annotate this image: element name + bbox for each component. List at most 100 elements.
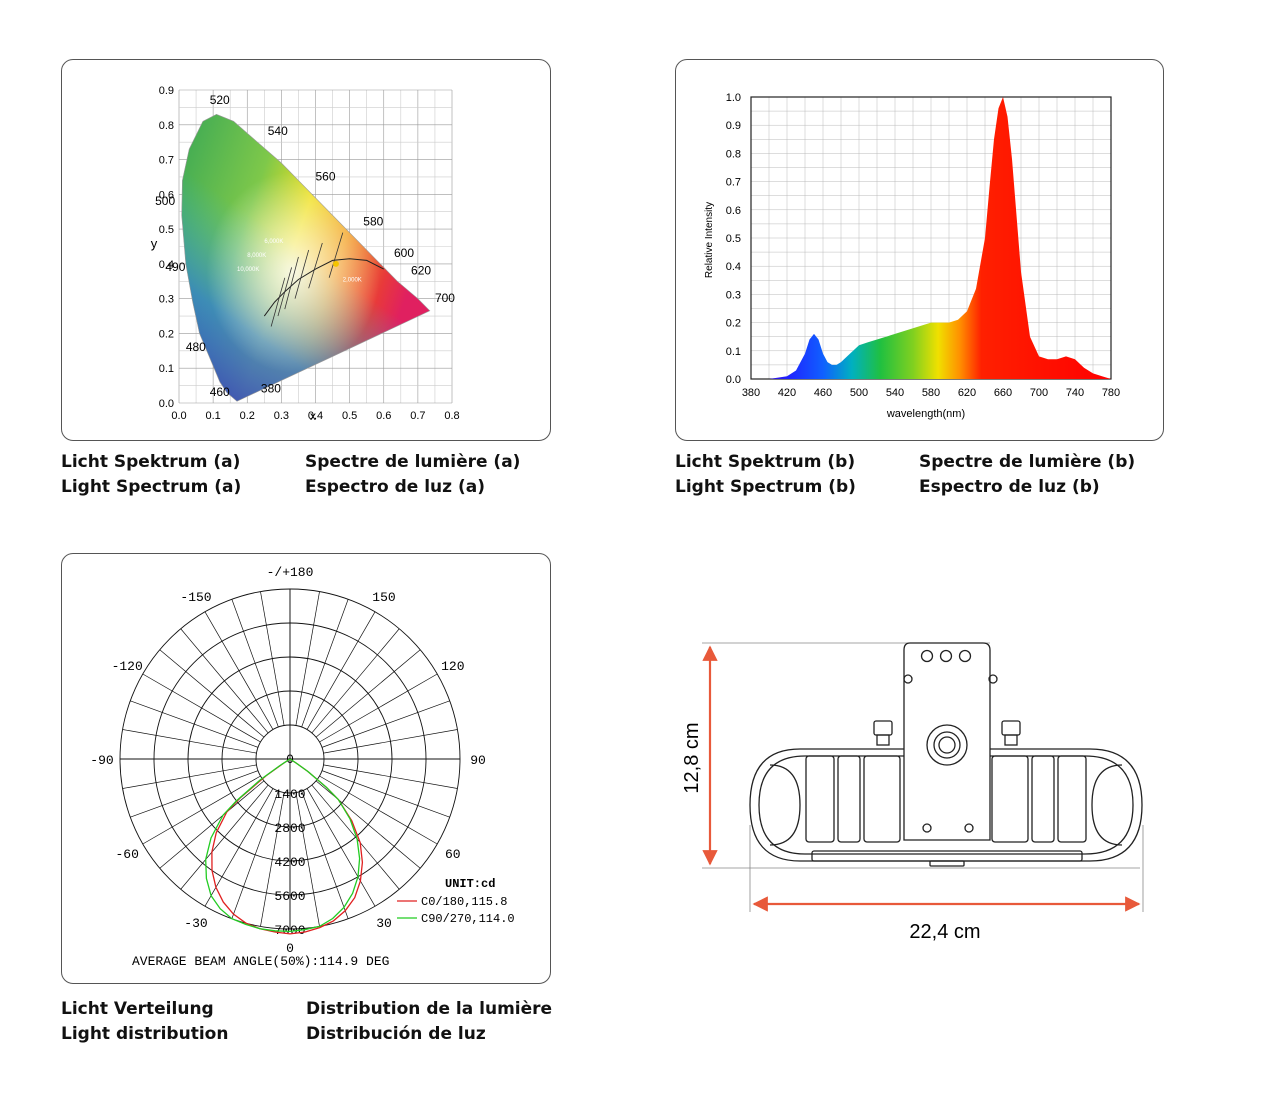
- polar-grid-spoke: [180, 628, 269, 734]
- wavelength-label: 560: [316, 169, 336, 183]
- cie-x-tick-label: 0.1: [205, 410, 220, 422]
- caption-c-es: Distribución de luz: [306, 1024, 486, 1044]
- iso-cct-line: [277, 267, 292, 317]
- spectrum-x-label: wavelength(nm): [886, 408, 965, 420]
- cie-x-tick-label: 0.0: [171, 410, 186, 422]
- spectrum-y-label: Relative Intensity: [704, 202, 715, 278]
- polar-footer: AVERAGE BEAM ANGLE(50%):114.9 DEG: [132, 954, 389, 969]
- wavelength-label: 700: [435, 291, 455, 305]
- iso-cct-line: [284, 256, 299, 310]
- spectrum-y-tick-label: 0.2: [726, 318, 741, 330]
- caption-c-fr: Distribution de la lumière: [306, 999, 553, 1019]
- polar-angle-label: -/+180: [267, 565, 314, 580]
- caption-c-left: Licht Verteilung Light distribution: [61, 997, 228, 1047]
- polar-grid-spoke: [204, 611, 274, 730]
- polar-angle-label: 30: [376, 916, 392, 931]
- polar-angle-label: -90: [90, 753, 113, 768]
- polar-angle-label: -120: [112, 659, 143, 674]
- caption-b-left: Licht Spektrum (b) Light Spectrum (b): [675, 450, 856, 500]
- cie-x-label: x: [310, 409, 316, 423]
- cct-label: 8,000K: [247, 253, 266, 259]
- cie-ticks: 0.0 0.1 0.2 0.3 0.4 0.5 0.6 0.7 0.8 0.0 0.1 0.2 0.3 0…: [159, 85, 460, 422]
- polar-angle-labels: -/+180 150 120 90 60 30 0 -30 -60 -90 -120 -150: [90, 565, 486, 956]
- spectrum-y-tick-label: 0.1: [726, 346, 741, 358]
- wavelength-label: 480: [186, 340, 206, 354]
- cie-y-tick-label: 0.5: [159, 224, 174, 236]
- iso-cct-line: [308, 242, 323, 289]
- spectrum-x-tick-label: 540: [886, 387, 904, 399]
- cie-x-tick-label: 0.2: [240, 410, 255, 422]
- cie-y-tick-label: 0.1: [159, 363, 174, 375]
- cie-white-fill: [181, 114, 430, 402]
- polar-grid-spoke: [311, 628, 400, 734]
- cie-y-tick-label: 0.0: [159, 398, 174, 410]
- caption-b-es: Espectro de luz (b): [919, 477, 1100, 497]
- cie-y-tick-label: 0.4: [159, 259, 174, 271]
- cie-x-tick-label: 0.8: [444, 410, 459, 422]
- polar-radial-tick-label: 1400: [274, 787, 305, 802]
- spectrum-area-fill: [751, 97, 1111, 379]
- caption-b-right: Spectre de lumière (b) Espectro de luz (…: [919, 450, 1135, 500]
- polar-chart: -/+180 150 120 90 60 30 0 -30 -60 -90 -120 -150 0 14…: [90, 565, 514, 969]
- cie-y-tick-label: 0.9: [159, 85, 174, 97]
- polar-grid-spoke: [319, 673, 438, 743]
- polar-grid-spoke: [315, 649, 421, 738]
- polar-grid-spoke: [321, 770, 450, 818]
- lamp-outline: [749, 642, 1143, 867]
- polar-chart-panel: -/+180 150 120 90 60 30 0 -30 -60 -90 -120 -150 0 14…: [61, 553, 551, 984]
- caption-c-right: Distribution de la lumière Distribución …: [306, 997, 552, 1047]
- spectrum-y-tick-label: 0.5: [726, 233, 741, 245]
- caption-b-fr: Spectre de lumière (b): [919, 452, 1136, 472]
- polar-grid-spoke: [260, 792, 285, 927]
- spectrum-y-tick-label: 0.3: [726, 289, 741, 301]
- polar-grid-spoke: [306, 611, 376, 730]
- dimension-drawing: 12,8 cm 22,4 cm: [681, 642, 1144, 943]
- cie-y-tick-label: 0.8: [159, 120, 174, 132]
- polar-angle-label: 90: [470, 753, 486, 768]
- polar-series-curve: [211, 758, 364, 935]
- polar-grid-spoke: [231, 790, 279, 919]
- polar-grid-spoke: [142, 775, 261, 845]
- cie-y-tick-label: 0.6: [159, 189, 174, 201]
- spectrum-y-tick-label: 0.8: [726, 148, 741, 160]
- caption-b-de: Licht Spektrum (b): [675, 452, 856, 472]
- polar-grid-spoke: [142, 673, 261, 743]
- caption-c-de: Licht Verteilung: [61, 999, 214, 1019]
- polar-angle-label: 0: [286, 941, 294, 956]
- polar-angle-label: 120: [441, 659, 464, 674]
- cct-label: 10,000K: [237, 267, 259, 273]
- polar-radial-tick-label: 2800: [274, 821, 305, 836]
- cie-wavelength-labels: 520 540 560 580 600 620 700 500 490 480 460 380: [155, 93, 455, 399]
- spectrum-x-tick-label: 780: [1102, 387, 1120, 399]
- spectrum-y-tick-label: 1.0: [726, 92, 741, 104]
- polar-grid-spoke: [301, 790, 349, 919]
- spectrum-x-tick-label: 500: [850, 387, 868, 399]
- polar-grid-spoke: [130, 700, 259, 748]
- polar-grid-spoke: [180, 784, 269, 890]
- wavelength-label: 620: [411, 263, 431, 277]
- spectrum-y-tick-label: 0.7: [726, 177, 741, 189]
- iso-cct-line: [270, 277, 286, 327]
- caption-a-en: Light Spectrum (a): [61, 477, 242, 497]
- polar-radial-tick-label: 5600: [274, 889, 305, 904]
- polar-grid-spoke: [315, 780, 421, 869]
- cie-x-tick-label: 0.7: [410, 410, 425, 422]
- cie-chart-panel: 10,000K 8,000K 6,000K 2,000K 0.0 0.1 0.2 0.3 0.…: [61, 59, 551, 441]
- polar-angle-label: 150: [372, 590, 395, 605]
- polar-radial-tick-label: 4200: [274, 855, 305, 870]
- spectrum-x-tick-label: 660: [994, 387, 1012, 399]
- spectrum-x-tick-label: 580: [922, 387, 940, 399]
- cct-label: 2,000K: [343, 277, 362, 283]
- caption-b-en: Light Spectrum (b): [675, 477, 856, 497]
- spectrum-x-tick-label: 740: [1066, 387, 1084, 399]
- cie-x-tick-label: 0.4: [308, 410, 323, 422]
- caption-a-left: Licht Spektrum (a) Light Spectrum (a): [61, 450, 241, 500]
- polar-radial-tick-label: 7000: [274, 923, 305, 938]
- caption-c-en: Light distribution: [61, 1024, 229, 1044]
- spectrum-x-tick-label: 700: [1030, 387, 1048, 399]
- spectrum-y-tick-label: 0.4: [726, 261, 741, 273]
- polar-grid-spoke: [122, 764, 257, 789]
- polar-grid-spoke: [323, 729, 458, 754]
- wavelength-label: 490: [165, 260, 185, 274]
- spectrum-x-tick-label: 620: [958, 387, 976, 399]
